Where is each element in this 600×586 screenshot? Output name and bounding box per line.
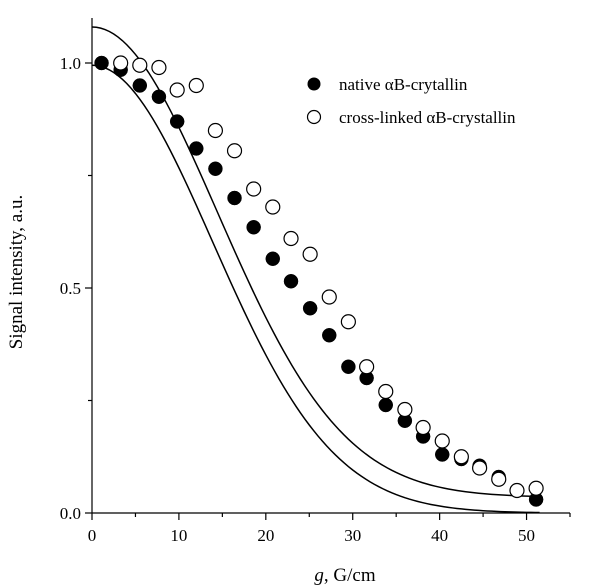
y-axis-title: Signal intensity, a.u. — [6, 195, 27, 349]
data-point-cross-linked — [188, 77, 204, 94]
data-point-cross-linked — [283, 230, 299, 247]
data-point-cross-linked — [265, 199, 281, 215]
data-point-cross-linked — [415, 419, 431, 436]
data-point-cross-linked — [246, 181, 262, 197]
fit-curve-native — [91, 64, 540, 514]
data-point-native — [246, 220, 261, 235]
x-tick-label: 30 — [344, 526, 361, 545]
x-tick-label: 50 — [518, 526, 535, 545]
data-point-native — [169, 114, 185, 129]
x-tick-label: 0 — [88, 526, 97, 545]
data-point-native — [434, 447, 450, 462]
data-point-cross-linked — [528, 480, 544, 496]
data-point-cross-linked — [472, 460, 488, 476]
data-point-cross-linked — [453, 449, 469, 465]
data-point-native — [132, 78, 148, 93]
y-tick-label: 1.0 — [60, 54, 81, 73]
data-points — [94, 55, 544, 507]
data-point-native — [322, 328, 337, 343]
data-point-native — [94, 55, 109, 71]
x-tick-label: 20 — [257, 526, 274, 545]
data-point-native — [265, 251, 281, 266]
plot-frame — [91, 18, 570, 514]
data-point-native — [283, 274, 299, 289]
legend: native αB-crytallin cross-linked αB-crys… — [306, 75, 516, 127]
legend-marker-cross-linked — [306, 109, 322, 125]
data-point-native — [227, 190, 242, 206]
data-point-native — [189, 141, 204, 156]
data-point-cross-linked — [132, 57, 148, 73]
y-axis-ticks: 0.0 0.5 1.0 — [60, 54, 92, 523]
data-point-cross-linked — [359, 359, 375, 375]
data-point-native — [378, 397, 394, 413]
x-tick-label: 40 — [431, 526, 448, 545]
data-point-cross-linked — [207, 122, 224, 139]
x-tick-label: 10 — [170, 526, 187, 545]
y-tick-label: 0.0 — [60, 504, 81, 523]
data-point-native — [341, 359, 356, 374]
data-point-native — [151, 89, 167, 104]
fit-curve-cross-linked — [91, 26, 540, 498]
data-point-native — [208, 161, 223, 176]
x-axis-title: g, G/cm — [314, 565, 375, 586]
data-point-cross-linked — [434, 433, 450, 449]
data-point-cross-linked — [169, 82, 185, 98]
data-point-cross-linked — [509, 482, 525, 499]
data-point-cross-linked — [302, 246, 318, 262]
x-axis-ticks: 0 10 20 30 40 50 — [88, 513, 571, 545]
legend-marker-native — [307, 77, 321, 91]
data-point-cross-linked — [397, 401, 413, 418]
data-point-cross-linked — [226, 143, 243, 159]
data-point-native — [302, 301, 318, 316]
data-point-cross-linked — [378, 383, 394, 400]
data-point-cross-linked — [321, 289, 337, 305]
legend-label-native: native αB-crytallin — [339, 75, 468, 94]
data-point-cross-linked — [340, 314, 356, 330]
y-tick-label: 0.5 — [60, 279, 81, 298]
data-point-cross-linked — [491, 471, 507, 487]
data-point-cross-linked — [113, 55, 129, 71]
legend-label-cross-linked: cross-linked αB-crystallin — [339, 108, 516, 127]
data-point-cross-linked — [151, 59, 167, 76]
fit-curves — [91, 26, 540, 514]
